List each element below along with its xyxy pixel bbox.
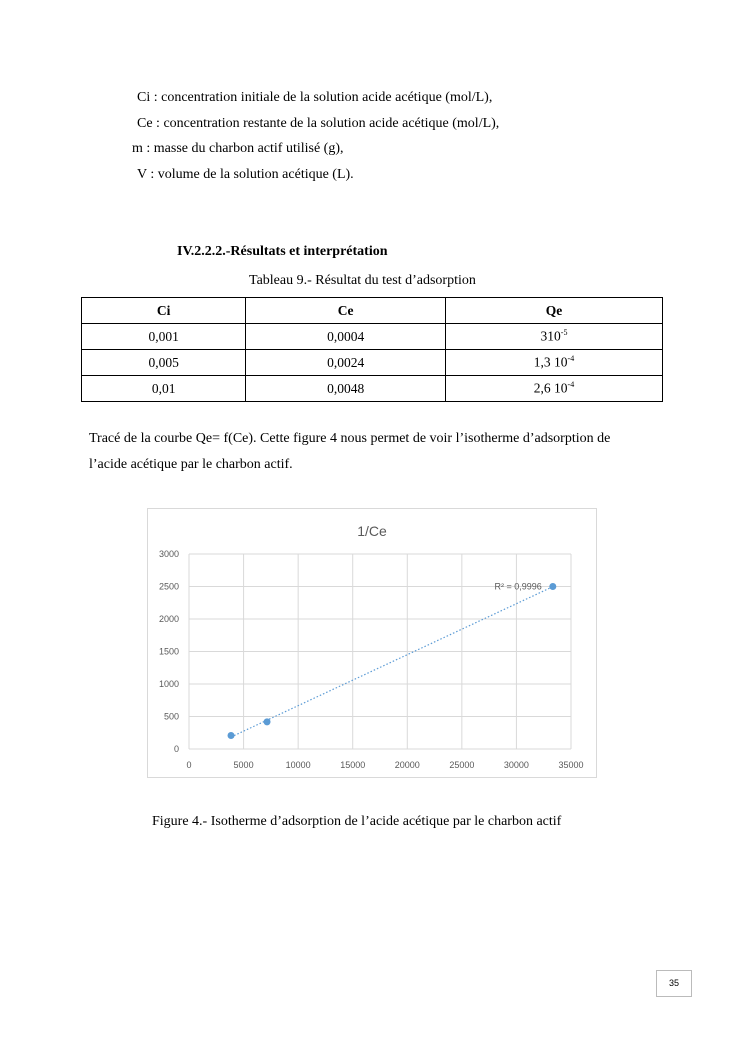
x-tick-label: 15000 (340, 760, 365, 770)
y-tick-label: 0 (174, 744, 179, 754)
y-tick-label: 1500 (159, 647, 179, 657)
cell-qe: 1,3 10-4 (445, 349, 663, 376)
table-row: 0,01 0,0048 2,6 10-4 (80, 375, 663, 402)
page-number: 35 (656, 970, 692, 997)
x-tick-label: 35000 (558, 760, 583, 770)
qe-exponent: -5 (560, 328, 568, 338)
definition-ce: Ce : concentration restante de la soluti… (137, 116, 500, 131)
definition-v: V : volume de la solution acétique (L). (137, 167, 354, 182)
table-caption: Tableau 9.- Résultat du test d’adsorptio… (249, 273, 476, 288)
table-header-row: Ci Ce Qe (80, 297, 663, 324)
cell-ce: 0,0004 (245, 323, 447, 350)
cell-qe: 2,6 10-4 (445, 375, 663, 402)
header-qe: Qe (445, 297, 663, 324)
x-tick-label: 20000 (395, 760, 420, 770)
definition-m: m : masse du charbon actif utilisé (g), (132, 141, 344, 156)
x-tick-label: 10000 (286, 760, 311, 770)
qe-base: 310 (540, 328, 561, 344)
cell-ce: 0,0048 (245, 375, 447, 402)
data-point (227, 731, 235, 739)
qe-base: 2,6 10 (533, 380, 568, 396)
x-tick-label: 5000 (234, 760, 254, 770)
header-ci: Ci (80, 297, 247, 324)
header-ce: Ce (245, 297, 447, 324)
cell-ci: 0,005 (80, 349, 247, 376)
x-tick-label: 30000 (504, 760, 529, 770)
paragraph-line: l’acide acétique par le charbon actif. (89, 457, 293, 472)
section-title: IV.2.2.2.-Résultats et interprétation (177, 244, 388, 259)
y-tick-label: 3000 (159, 549, 179, 559)
table-row: 0,005 0,0024 1,3 10-4 (80, 349, 663, 376)
y-tick-label: 2000 (159, 614, 179, 624)
r-squared-label: R² = 0,9996 (495, 582, 542, 592)
qe-exponent: -4 (567, 354, 575, 364)
chart-title: 1/Ce (357, 523, 387, 539)
cell-ci: 0,001 (80, 323, 247, 350)
data-point (263, 718, 271, 726)
results-table: Ci Ce Qe 0,001 0,0004 310-5 0,005 0,0024… (80, 297, 663, 402)
x-tick-label: 25000 (449, 760, 474, 770)
cell-qe: 310-5 (445, 323, 663, 350)
y-tick-label: 500 (164, 712, 179, 722)
y-tick-label: 1000 (159, 679, 179, 689)
isotherm-chart: 1/Ce 0 500 1000 1500 2000 2500 3000 0 5000 10000 1… (147, 508, 597, 778)
qe-base: 1,3 10 (533, 354, 568, 370)
table-row: 0,001 0,0004 310-5 (80, 323, 663, 350)
paragraph-line: Tracé de la courbe Qe= f(Ce). Cette figu… (89, 431, 611, 446)
cell-ce: 0,0024 (245, 349, 447, 376)
definition-ci: Ci : concentration initiale de la soluti… (137, 90, 493, 105)
data-point (549, 583, 557, 590)
figure-caption: Figure 4.- Isotherme d’adsorption de l’a… (152, 814, 562, 829)
cell-ci: 0,01 (80, 375, 247, 402)
trendline (230, 586, 554, 738)
x-tick-label: 0 (186, 760, 191, 770)
y-tick-label: 2500 (159, 582, 179, 592)
qe-exponent: -4 (567, 380, 575, 390)
